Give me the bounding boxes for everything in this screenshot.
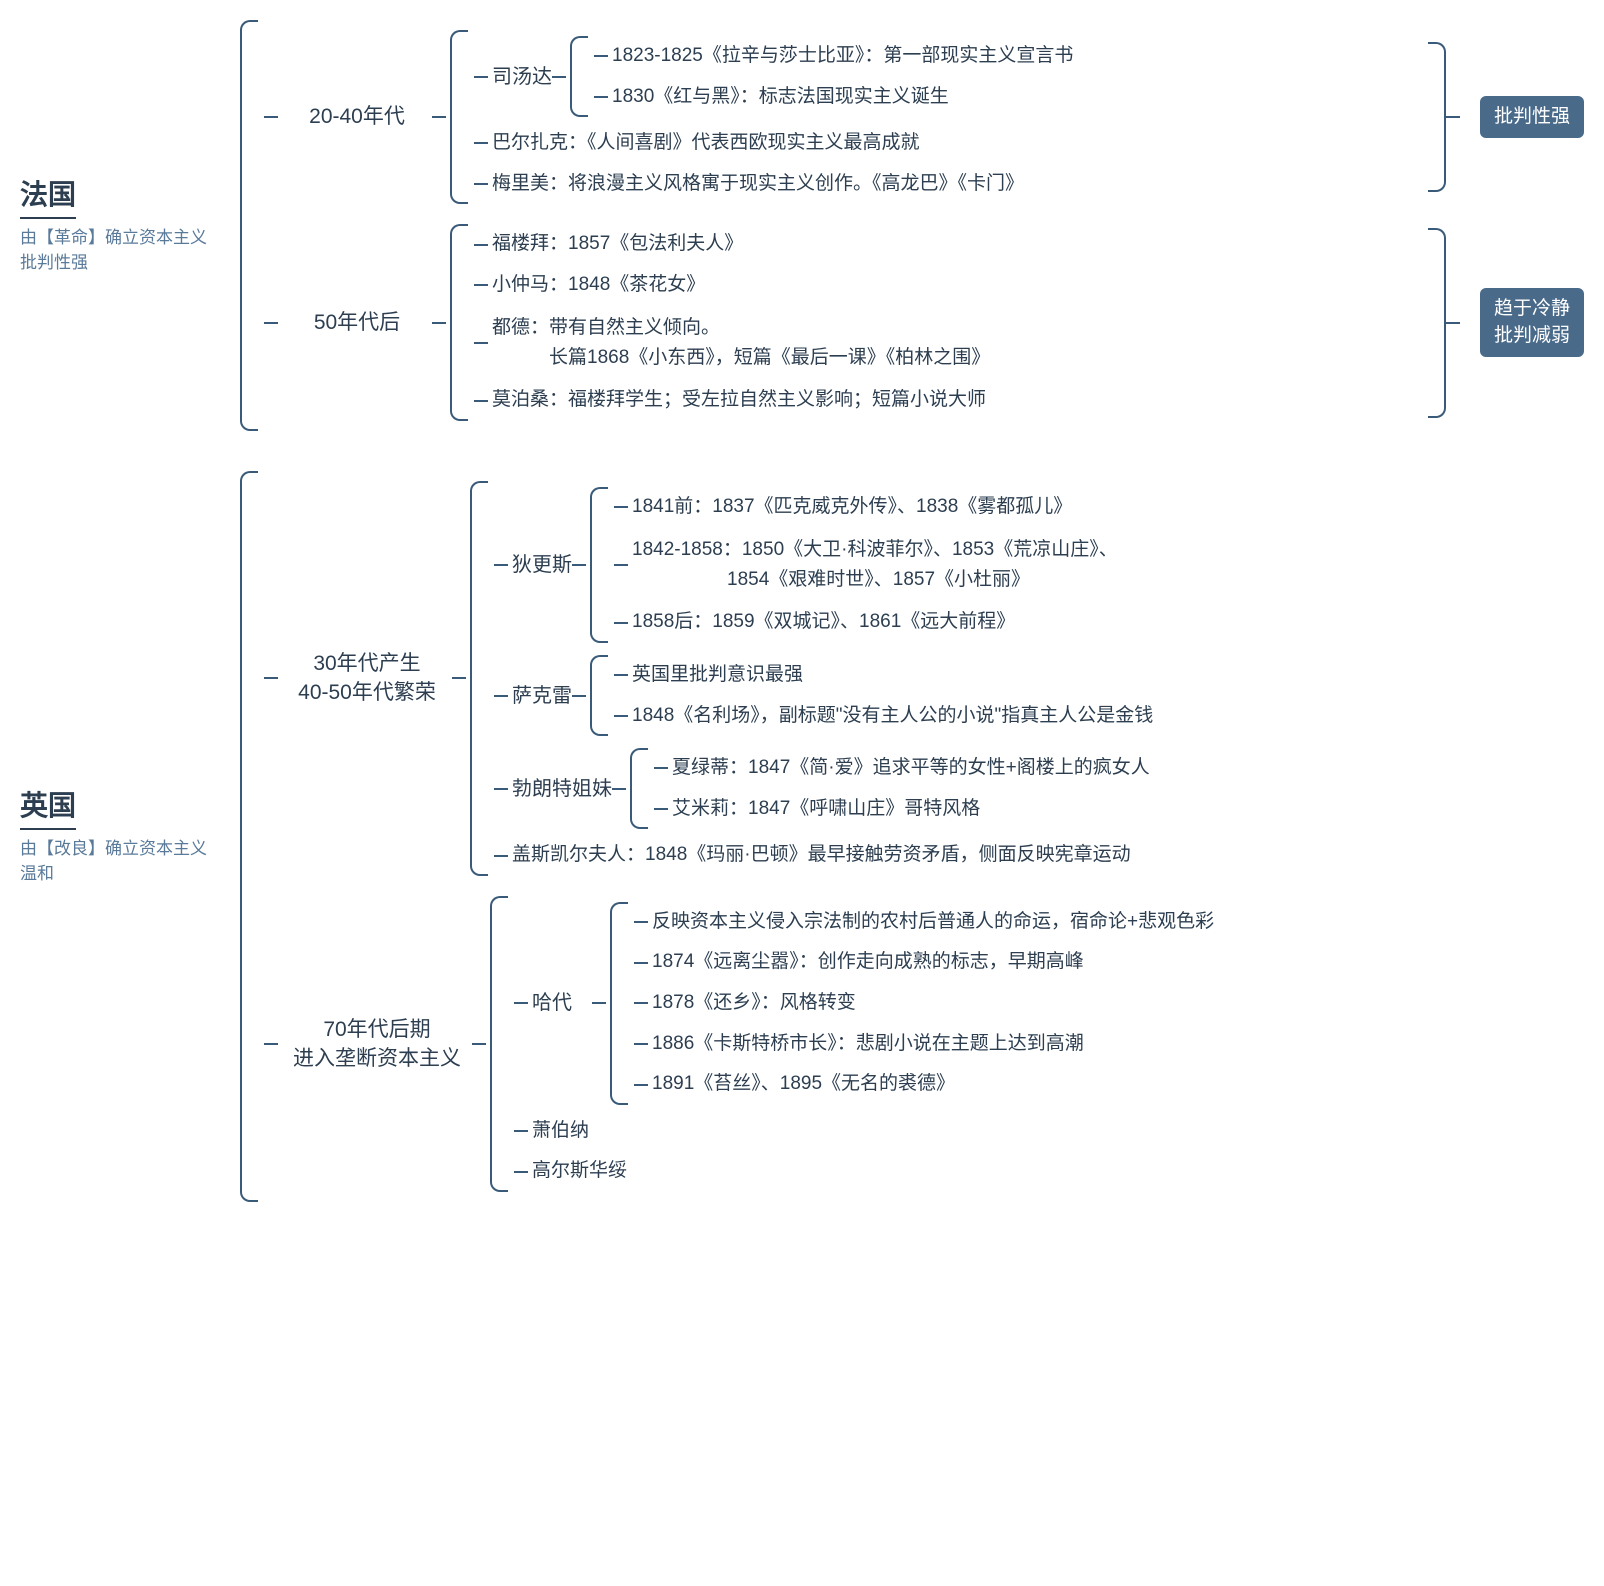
leaf-flaubert: 福楼拜：1857《包法利夫人》 — [492, 228, 743, 261]
france-title: 法国 — [20, 175, 76, 218]
leaf: 1886《卡斯特桥市长》：悲剧小说在主题上达到高潮 — [652, 1028, 1084, 1061]
england-period-2: 70年代后期 进入垄断资本主义 哈代 — [264, 896, 1584, 1192]
bracket-icon — [240, 471, 258, 1202]
period-label: 20-40年代 — [282, 102, 432, 131]
author-name: 司汤达 — [492, 63, 552, 91]
leaf-daudet: 都德：带有自然主义倾向。 长篇1868《小东西》，短篇《最后一课》《柏林之围》 — [492, 310, 990, 377]
leaf: 艾米莉：1847《呼啸山庄》哥特风格 — [672, 793, 980, 826]
period-label: 70年代后期 进入垄断资本主义 — [282, 1015, 472, 1074]
period-line: 30年代产生 — [282, 649, 452, 678]
france-period-1: 20-40年代 司汤达 — [264, 30, 1584, 204]
bracket-icon — [590, 487, 608, 643]
annotation: 批判性强 — [1422, 42, 1584, 192]
leaf: 1874《远离尘嚣》：创作走向成熟的标志，早期高峰 — [652, 946, 1084, 979]
leaf-line: 长篇1868《小东西》，短篇《最后一课》《柏林之围》 — [492, 343, 990, 373]
period-line: 40-50年代繁荣 — [282, 678, 452, 707]
period-line: 进入垄断资本主义 — [282, 1044, 472, 1073]
author-hardy: 哈代 反映资本主义侵入宗法制的农村后普通人的命运，宿命论+悲观色彩 1874《远… — [514, 902, 1584, 1105]
period-label: 50年代后 — [282, 308, 432, 337]
france-period-2: 50年代后 福楼拜：1857《包法利夫人》 小仲马：1848《茶花女》 都德：带… — [264, 224, 1584, 421]
leaf: 1823-1825《拉辛与莎士比亚》：第一部现实主义宣言书 — [612, 40, 1073, 73]
author-name: 哈代 — [532, 989, 592, 1017]
leaf-line: 都德：带有自然主义倾向。 — [492, 313, 990, 343]
mindmap-root: 法国 由【革命】确立资本主义 批判性强 20-40年代 — [20, 20, 1584, 1242]
leaf: 1841前：1837《匹克威克外传》、1838《雾都孤儿》 — [632, 491, 1072, 524]
author-name: 萨克雷 — [512, 682, 572, 710]
bracket-icon — [630, 748, 648, 829]
author-stendhal: 司汤达 1823-1825《拉辛与莎士比亚》：第一部现实主义宣言书 1830《红… — [474, 36, 1422, 117]
author-thackeray: 萨克雷 英国里批判意识最强 1848《名利场》，副标题"没有主人公的小说"指真主… — [494, 655, 1584, 736]
leaf-line: 1842-1858：1850《大卫·科波菲尔》、1853《荒凉山庄》、 — [632, 535, 1118, 565]
country-england: 英国 由【改良】确立资本主义 温和 30年代产生 40-50年代繁荣 — [20, 471, 1584, 1202]
bracket-icon — [490, 896, 508, 1192]
leaf: 1848《名利场》，副标题"没有主人公的小说"指真主人公是金钱 — [632, 700, 1153, 733]
france-sub1: 由【革命】确立资本主义 — [20, 225, 240, 251]
bracket-icon — [470, 481, 488, 876]
author-bronte: 勃朗特姐妹 夏绿蒂：1847《简·爱》追求平等的女性+阁楼上的疯女人 艾米莉：1… — [494, 748, 1584, 829]
bracket-right-icon — [1428, 42, 1446, 192]
leaf: 夏绿蒂：1847《简·爱》追求平等的女性+阁楼上的疯女人 — [672, 752, 1150, 785]
country-france: 法国 由【革命】确立资本主义 批判性强 20-40年代 — [20, 20, 1584, 431]
badge-calm: 趋于冷静 批判减弱 — [1480, 288, 1584, 357]
author-name: 狄更斯 — [512, 551, 572, 579]
england-period-1: 30年代产生 40-50年代繁荣 狄更斯 — [264, 481, 1584, 876]
leaf-gaskell: 盖斯凯尔夫人：1848《玛丽·巴顿》最早接触劳资矛盾，侧面反映宪章运动 — [512, 839, 1131, 872]
leaf: 1842-1858：1850《大卫·科波菲尔》、1853《荒凉山庄》、 1854… — [632, 532, 1118, 599]
leaf: 1858后：1859《双城记》、1861《远大前程》 — [632, 606, 1015, 639]
bracket-icon — [610, 902, 628, 1105]
bracket-icon — [570, 36, 588, 117]
bracket-icon — [590, 655, 608, 736]
bracket-icon — [450, 30, 468, 204]
england-sub1: 由【改良】确立资本主义 — [20, 836, 240, 862]
leaf-galsworthy: 高尔斯华绥 — [532, 1155, 627, 1188]
annotation: 趋于冷静 批判减弱 — [1422, 228, 1584, 418]
period-label: 30年代产生 40-50年代繁荣 — [282, 649, 452, 708]
leaf-shaw: 萧伯纳 — [532, 1115, 592, 1148]
leaf: 反映资本主义侵入宗法制的农村后普通人的命运，宿命论+悲观色彩 — [652, 906, 1214, 939]
leaf-line: 1854《艰难时世》、1857《小杜丽》 — [632, 565, 1118, 595]
england-label: 英国 由【改良】确立资本主义 温和 — [20, 786, 240, 886]
france-label: 法国 由【革命】确立资本主义 批判性强 — [20, 175, 240, 275]
period-line: 70年代后期 — [282, 1015, 472, 1044]
bracket-icon — [240, 20, 258, 431]
england-title: 英国 — [20, 786, 76, 829]
leaf-merimee: 梅里美：将浪漫主义风格寓于现实主义创作。《高龙巴》《卡门》 — [492, 168, 1024, 201]
leaf: 1891《苔丝》、1895《无名的裘德》 — [652, 1068, 955, 1101]
leaf-dumas: 小仲马：1848《茶花女》 — [492, 269, 705, 302]
leaf-maupassant: 莫泊桑：福楼拜学生；受左拉自然主义影响；短篇小说大师 — [492, 384, 986, 417]
leaf: 英国里批判意识最强 — [632, 659, 803, 692]
badge-strong-critique: 批判性强 — [1480, 96, 1584, 139]
leaf-balzac: 巴尔扎克：《人间喜剧》代表西欧现实主义最高成就 — [492, 127, 920, 160]
leaf: 1878《还乡》：风格转变 — [652, 987, 856, 1020]
england-sub2: 温和 — [20, 861, 240, 887]
author-name: 勃朗特姐妹 — [512, 775, 612, 803]
leaf: 1830《红与黑》：标志法国现实主义诞生 — [612, 81, 949, 114]
author-dickens: 狄更斯 1841前：1837《匹克威克外传》、1838《雾都孤儿》 1842-1 — [494, 487, 1584, 643]
bracket-right-icon — [1428, 228, 1446, 418]
france-sub2: 批判性强 — [20, 250, 240, 276]
bracket-icon — [450, 224, 468, 421]
